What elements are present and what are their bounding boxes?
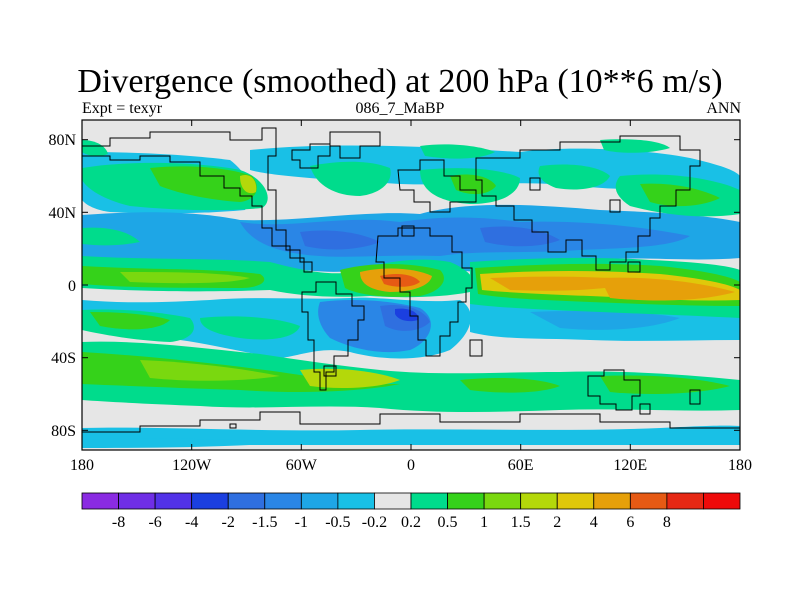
map-title: Divergence (smoothed) at 200 hPa (10**6 … xyxy=(77,63,723,100)
lat-label-0: 0 xyxy=(68,278,76,295)
colorbar-label: 8 xyxy=(663,514,671,531)
lat-tick-labels: 80N 40N 0 40S 80S xyxy=(48,132,76,440)
colorbar-labels: -8 -6 -4 -2 -1.5 -1 -0.5 -0.2 0.2 0.5 1 1.5 2 4 6 8 xyxy=(112,514,671,531)
colorbar-label: -2 xyxy=(222,514,235,531)
lon-label-180w: 180 xyxy=(70,457,94,474)
divergence-field xyxy=(82,120,740,450)
lon-label-180e: 180 xyxy=(728,457,752,474)
lat-label-40n: 40N xyxy=(48,205,76,222)
colorbar-swatch xyxy=(337,492,375,510)
colorbar-swatch xyxy=(666,492,704,510)
positive-divergence-regions xyxy=(82,139,740,448)
continent-outlines xyxy=(82,127,740,433)
lon-tick-marks xyxy=(81,120,741,450)
lon-label-0: 0 xyxy=(407,457,415,474)
colorbar-label: -1.5 xyxy=(252,514,277,531)
lat-label-80s: 80S xyxy=(51,423,76,440)
colorbar-label: -8 xyxy=(112,514,125,531)
colorbar-swatch xyxy=(118,492,156,510)
lon-label-120w: 120W xyxy=(172,457,212,474)
lon-label-60e: 60E xyxy=(508,457,534,474)
colorbar-label: -6 xyxy=(148,514,161,531)
colorbar-label: 6 xyxy=(626,514,634,531)
colorbar-swatch xyxy=(81,492,119,510)
lon-label-60w: 60W xyxy=(286,457,318,474)
colorbar-label: 0.5 xyxy=(438,514,458,531)
lat-label-40s: 40S xyxy=(51,350,76,367)
case-label: 086_7_MaBP xyxy=(355,100,445,117)
colorbar-label: 1.5 xyxy=(511,514,531,531)
lat-label-80n: 80N xyxy=(48,132,76,149)
experiment-label: Expt = texyr xyxy=(82,100,163,117)
colorbar-label: -0.5 xyxy=(325,514,350,531)
colorbar-swatch xyxy=(410,492,448,510)
colorbar-label: 2 xyxy=(553,514,561,531)
colorbar-label: 0.2 xyxy=(401,514,421,531)
season-label: ANN xyxy=(706,100,741,117)
colorbar-swatch xyxy=(447,492,485,510)
colorbar-swatch xyxy=(483,492,522,510)
colorbar-swatch xyxy=(593,492,631,510)
colorbar-swatch xyxy=(520,492,558,510)
lon-label-120e: 120E xyxy=(613,457,647,474)
colorbar-label: 1 xyxy=(480,514,488,531)
colorbar-swatch xyxy=(264,492,302,510)
colorbar xyxy=(81,492,741,510)
colorbar-swatch xyxy=(629,492,668,510)
lat-tick-marks xyxy=(82,139,740,431)
colorbar-swatch xyxy=(191,492,229,510)
colorbar-swatch xyxy=(227,492,266,510)
colorbar-swatch xyxy=(374,492,412,510)
colorbar-swatch xyxy=(154,492,193,510)
colorbar-label: -4 xyxy=(185,514,198,531)
colorbar-swatch xyxy=(300,492,339,510)
colorbar-label: 4 xyxy=(590,514,598,531)
colorbar-swatch xyxy=(703,492,741,510)
colorbar-label: -0.2 xyxy=(362,514,387,531)
colorbar-swatch xyxy=(556,492,595,510)
lon-tick-labels: 180 120W 60W 0 60E 120E 180 xyxy=(70,457,752,474)
colorbar-label: -1 xyxy=(295,514,308,531)
